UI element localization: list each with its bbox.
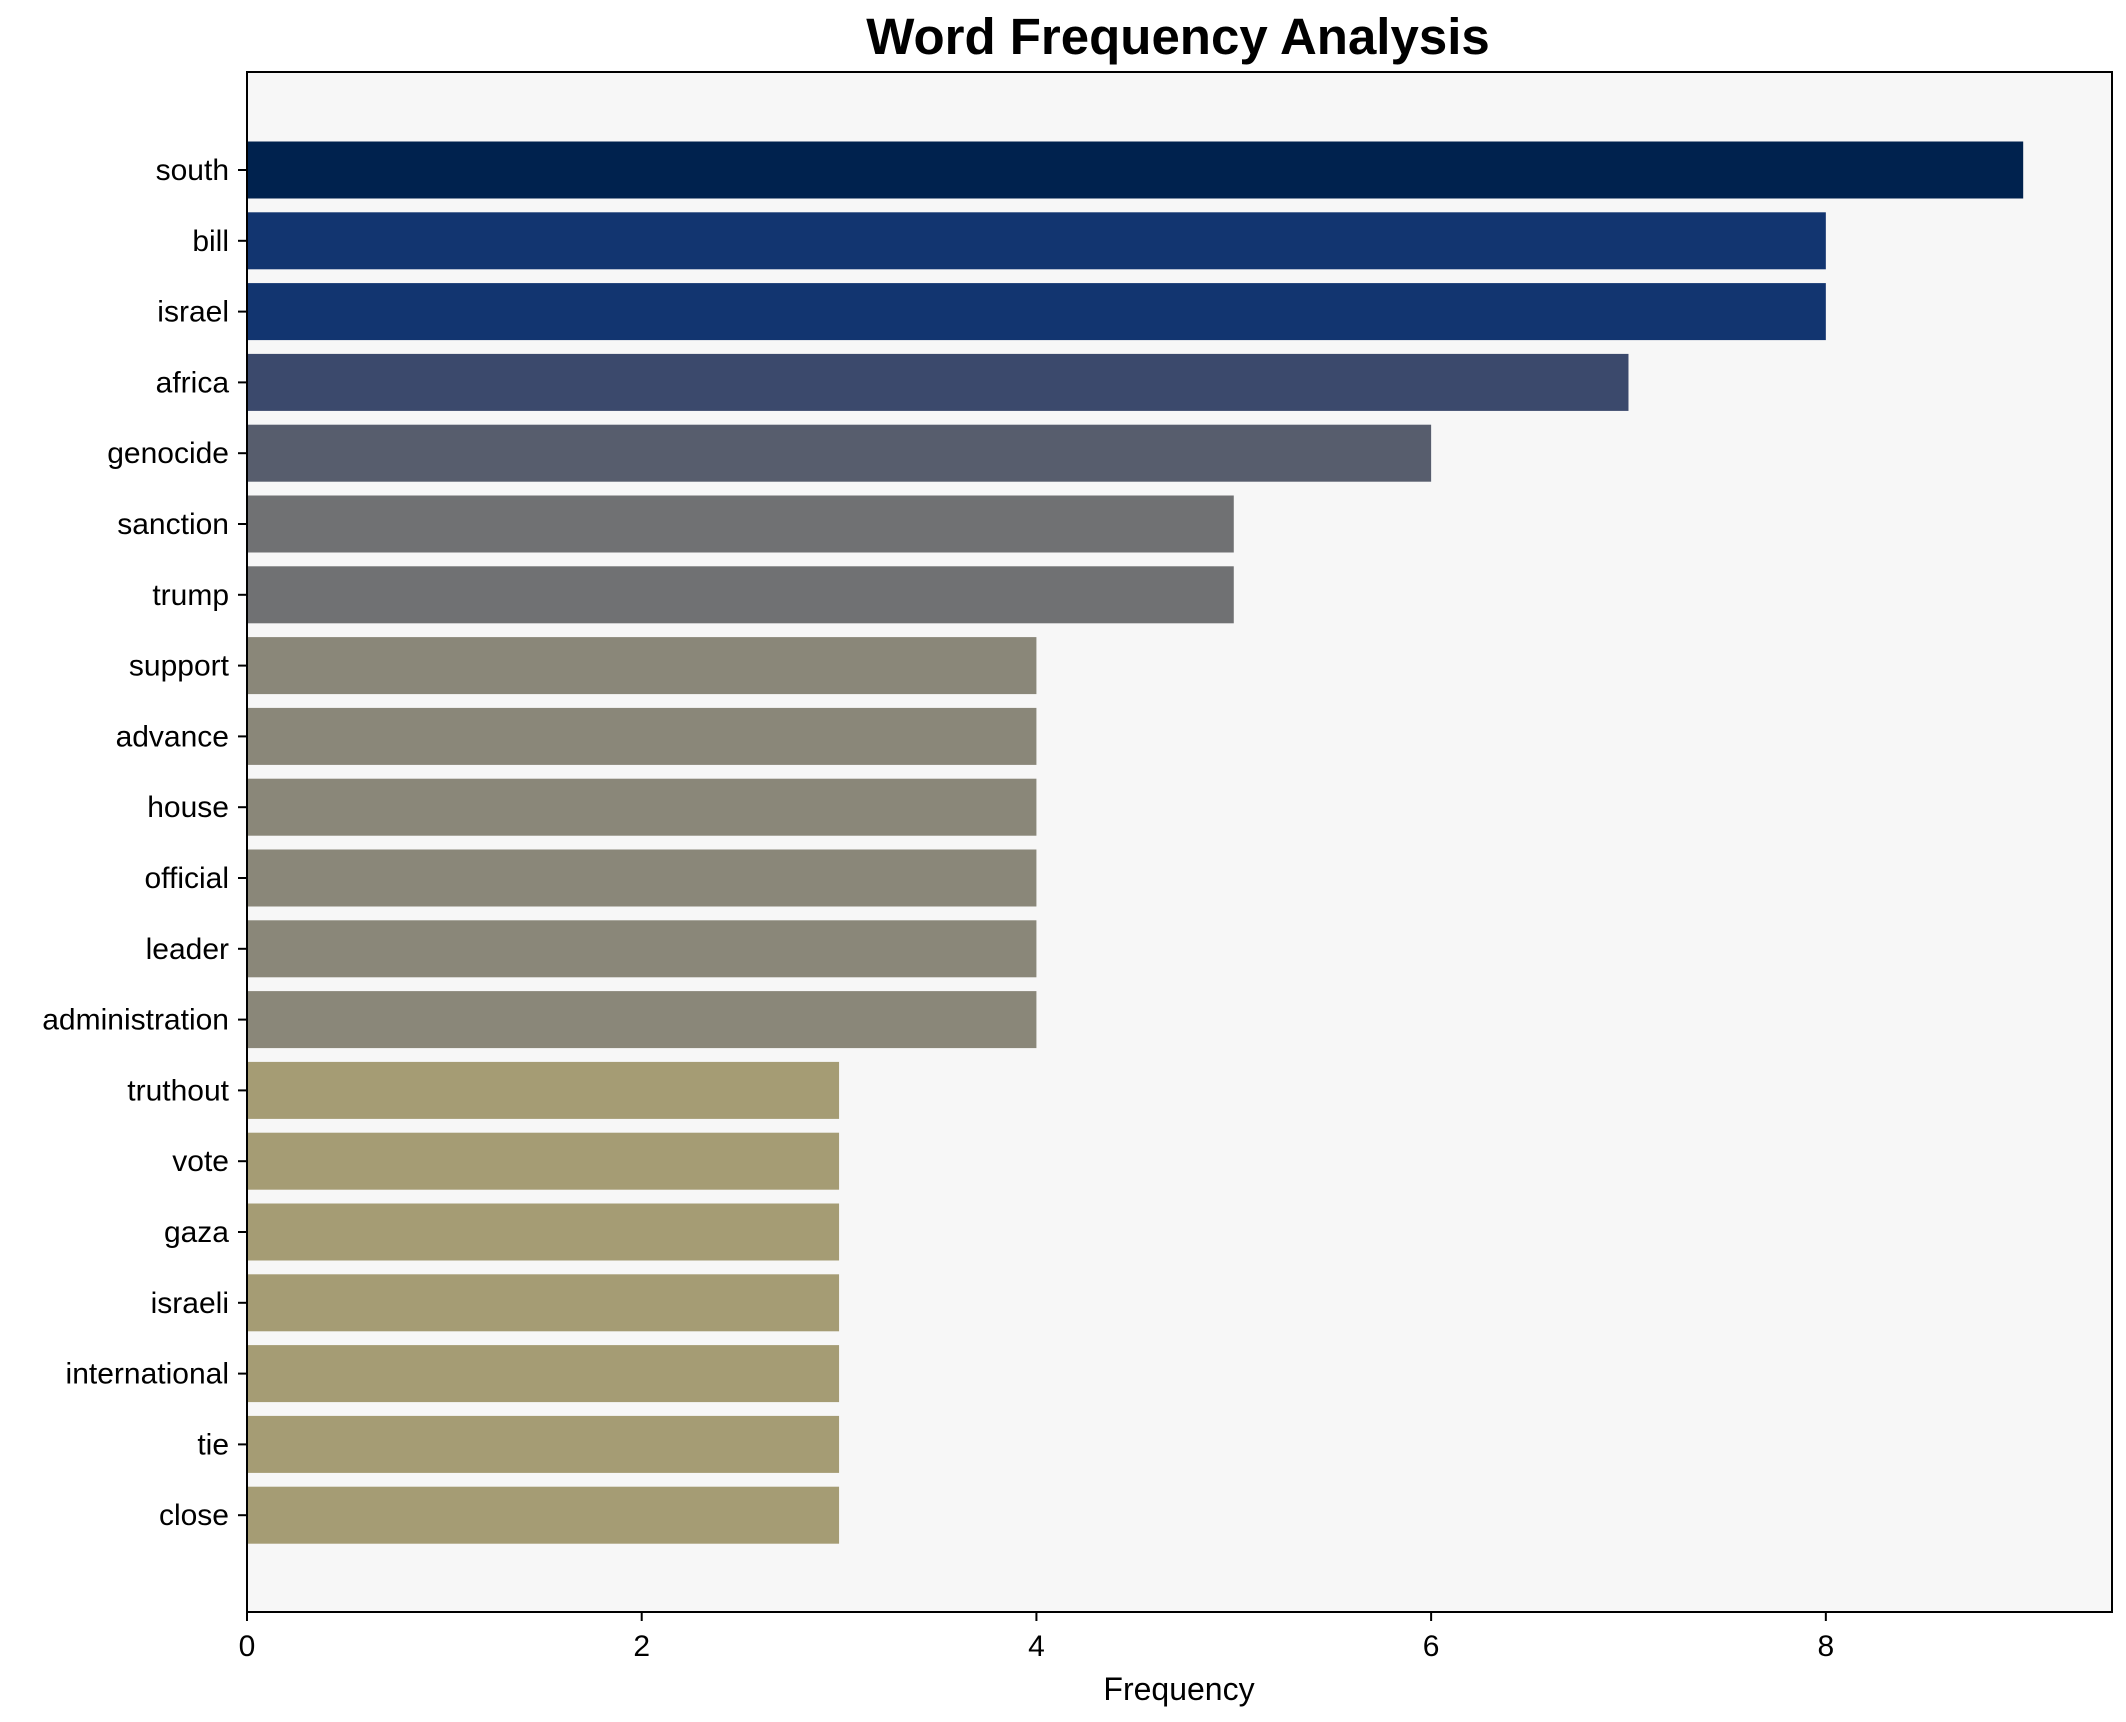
x-tick-label: 6: [1423, 1630, 1440, 1663]
x-axis-ticks: 0 2 4 6 8: [239, 1612, 1834, 1663]
bar-leader: [247, 920, 1037, 978]
bar-israel: [247, 283, 1826, 341]
y-tick-label: gaza: [164, 1216, 229, 1249]
bar-genocide: [247, 424, 1432, 482]
x-tick-label: 8: [1817, 1630, 1834, 1663]
y-tick-label: bill: [192, 225, 229, 258]
bar-trump: [247, 566, 1234, 624]
y-tick-label: international: [66, 1358, 229, 1391]
bar-advance: [247, 707, 1037, 765]
bar-international: [247, 1345, 840, 1403]
bar-israeli: [247, 1274, 840, 1332]
y-axis-ticks: south bill israel africa genocide sanction tru…: [42, 154, 247, 1532]
chart-title: Word Frequency Analysis: [866, 8, 1490, 65]
bar-support: [247, 637, 1037, 695]
y-tick-label: tie: [197, 1428, 229, 1461]
y-tick-label: genocide: [107, 437, 229, 470]
y-tick-label: support: [129, 650, 230, 683]
y-tick-label: close: [159, 1499, 229, 1532]
y-tick-label: house: [147, 791, 229, 824]
bar-vote: [247, 1132, 840, 1190]
bar-truthout: [247, 1061, 840, 1119]
y-tick-label: truthout: [127, 1074, 229, 1107]
y-tick-label: israel: [157, 296, 229, 329]
bar-africa: [247, 353, 1629, 411]
y-tick-label: sanction: [117, 508, 229, 541]
bar-south: [247, 141, 2024, 199]
bar-close: [247, 1486, 840, 1544]
y-tick-label: advance: [116, 720, 229, 753]
y-tick-label: israeli: [151, 1287, 229, 1320]
bar-sanction: [247, 495, 1234, 553]
bars-group: [247, 141, 2024, 1544]
x-axis-label: Frequency: [1103, 1671, 1254, 1707]
y-tick-label: leader: [146, 933, 229, 966]
bar-tie: [247, 1415, 840, 1473]
x-tick-label: 2: [633, 1630, 650, 1663]
bar-gaza: [247, 1203, 840, 1261]
x-tick-label: 0: [239, 1630, 256, 1663]
y-tick-label: administration: [42, 1004, 229, 1037]
x-tick-label: 4: [1028, 1630, 1045, 1663]
y-tick-label: south: [156, 154, 229, 187]
y-tick-label: trump: [152, 579, 229, 612]
bar-bill: [247, 212, 1826, 270]
y-tick-label: vote: [172, 1145, 229, 1178]
y-tick-label: official: [145, 862, 230, 895]
plot-frame: [246, 71, 2113, 1613]
bar-administration: [247, 991, 1037, 1049]
y-tick-label: africa: [156, 366, 230, 399]
bar-official: [247, 849, 1037, 907]
bar-house: [247, 778, 1037, 836]
